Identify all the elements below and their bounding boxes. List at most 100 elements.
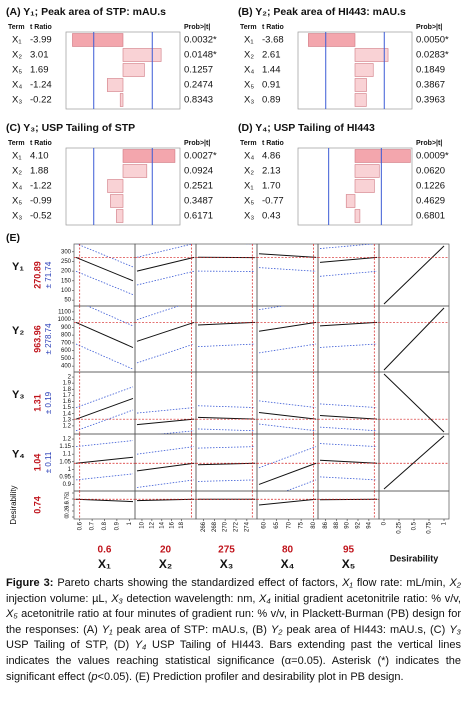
t-ratio: 1.70 [262,181,281,192]
profile-cell [256,490,319,520]
x-tick-label: 0.75 [427,521,433,533]
profile-trace-group [318,244,379,306]
x-tick-label: 16 [169,521,175,528]
caption-text: <0.05). (E) Prediction profiler and desi… [97,670,404,683]
y-tick-label: 0.95 [59,474,71,480]
y-tick-label: 1.05 [59,459,71,465]
factor-label: X₂ [159,557,172,571]
term-label: X₅ [244,196,254,207]
x-tick-label: 0.9 [114,521,120,530]
pareto-bar [345,194,356,208]
x-tick-label: 75 [299,521,305,528]
pareto-bar [72,33,124,47]
confidence-band [75,409,134,432]
t-ratio: 0.89 [262,95,281,106]
profile-trace [136,418,195,426]
profile-cell [317,490,380,520]
pareto-box [297,31,413,110]
t-ratio: 1.88 [30,166,49,177]
current-setting: 95 [343,545,355,556]
p-value: 0.8343 [184,95,213,106]
profile-cell [73,243,136,307]
y-tick-label: 1.15 [59,444,71,450]
y-tick-label: 1100 [58,309,72,315]
profile-trace-group [74,244,135,306]
y-tick-label: 1.5 [63,405,72,411]
confidence-band [75,386,134,408]
profile-trace [197,321,256,326]
term-label: X₅ [12,196,22,207]
factor-label: X₁ [98,557,111,571]
profile-cell [134,433,197,492]
p-value: 0.0620 [416,166,445,177]
p-value: 0.3487 [184,196,213,207]
caption-var: Y₄ [134,639,147,652]
t-ratio: 4.86 [262,151,281,162]
profile-cell [73,305,136,373]
confidence-band [136,244,194,258]
y-tick-label: 1.1 [63,452,72,458]
y-tick-label: 250 [61,259,72,265]
y-tick-label: 150 [61,278,72,284]
caption-text: USP Tailing of HI443. Bars extending pas… [6,639,461,683]
t-ratio: -1.22 [30,181,52,192]
x-tick-label: 14 [159,521,165,528]
profile-trace [319,415,378,420]
panel-title: (D) Y₄; USP Tailing of HI443 [238,122,375,134]
caption-text: USP Tailing of STP, (D) [6,639,135,652]
x-tick-label: 90 [345,521,351,528]
pareto-bar [119,93,124,107]
confidence-band [197,479,256,482]
x-tick-label: 0.25 [397,521,403,533]
confidence-band [319,426,378,432]
p-value: 0.3867 [416,80,445,91]
panel-title: (C) Y₃; USP Tailing of STP [6,122,135,134]
term-label: X₃ [244,211,254,222]
confidence-band [258,343,317,354]
x-tick-label: 1 [442,521,448,525]
column-header: t Ratio [30,140,52,147]
factor-label: X₅ [342,557,356,571]
column-header: Prob>|t| [416,24,442,31]
column-header: Prob>|t| [184,24,210,31]
x-tick-label: 12 [149,521,155,528]
term-label: X₂ [12,50,22,61]
y-tick-label: 500 [61,356,72,362]
x-tick-label: 268 [212,521,218,532]
confidence-band [319,476,378,481]
p-value: 0.1226 [416,181,445,192]
confidence-band [136,306,180,321]
p-value: 0.2521 [184,181,213,192]
x-tick-label: 274 [244,521,250,532]
x-tick-label: 0 [382,521,388,525]
caption: Figure 3: Pareto charts showing the stan… [6,576,461,685]
p-value: 0.0283* [416,50,449,61]
column-header: Term [240,24,257,31]
confidence-band [320,301,377,304]
caption-text: initial gradient acetonitrile ratio: % v… [270,592,461,605]
confidence-band [259,240,316,244]
term-label: X₂ [244,166,254,177]
pareto-bar [116,209,124,223]
p-value: 0.3963 [416,95,445,106]
confidence-band [319,343,378,348]
x-tick-label: 70 [286,521,292,528]
caption-var: X₄ [259,592,271,605]
term-label: X₃ [12,95,22,106]
profile-trace [136,321,195,342]
profile-cell [317,305,380,373]
current-setting: 80 [282,545,294,556]
profile-trace-group [74,491,135,519]
confidence-band [75,440,134,447]
predicted-value: 1.31 [32,394,42,412]
confidence-band [136,479,195,488]
x-tick-label: 94 [366,521,372,528]
t-ratio: 0.43 [262,211,281,222]
confidence-band [319,443,378,447]
caption-var: Y₃ [449,623,462,636]
interval-half-width: ± 71.74 [44,261,53,288]
y-tick-label: 1.8 [63,387,72,393]
interval-half-width: ± 278.74 [44,323,53,355]
profile-cell [195,371,258,435]
